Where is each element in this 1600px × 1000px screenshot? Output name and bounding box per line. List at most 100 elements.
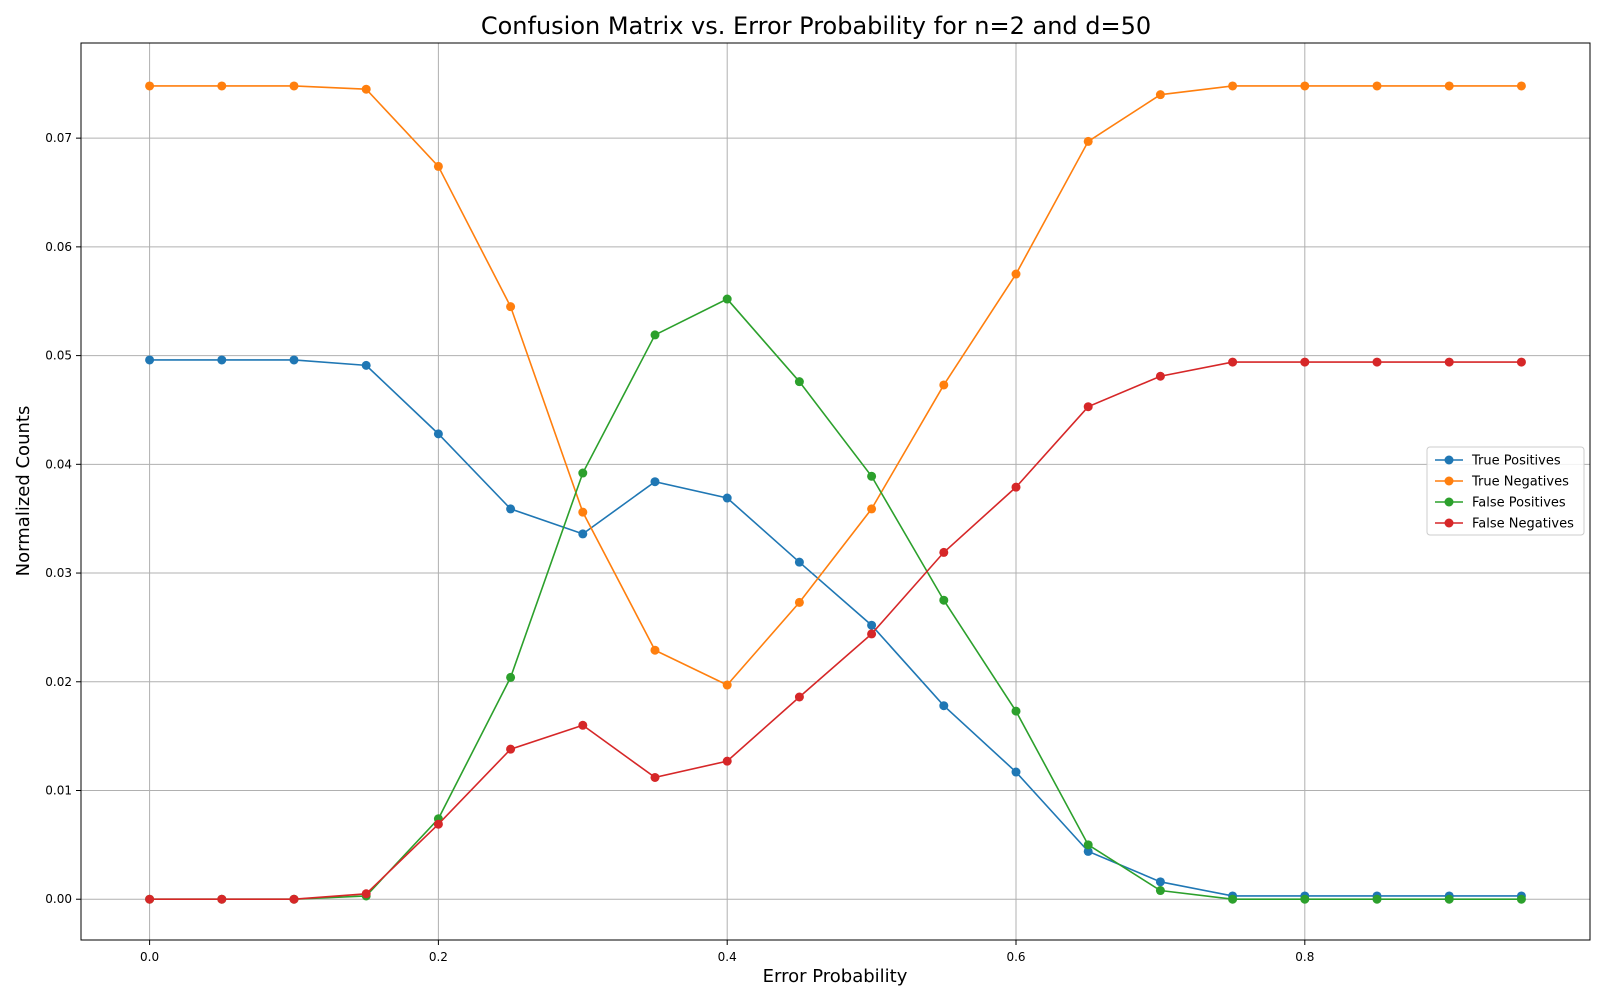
data-point-true-negatives [361,84,371,94]
data-point-true-positives [578,529,588,539]
data-point-true-positives [506,504,516,514]
legend-label: False Negatives [1472,517,1574,532]
legend-item-false-positives: False Positives [1435,496,1566,511]
plot-area [80,42,1591,941]
data-point-true-positives [1155,877,1165,887]
legend-swatch-marker [1444,455,1454,465]
data-point-false-positives [1300,894,1310,904]
data-point-true-negatives [506,302,516,312]
data-point-false-negatives [1444,357,1454,367]
data-point-false-positives [1011,706,1021,716]
data-point-true-negatives [1228,81,1238,91]
legend: True Positives True Negatives False Positi… [1426,446,1585,536]
data-point-false-negatives [1083,402,1093,412]
y-tick-label: 0.06 [45,240,72,254]
legend-label: False Positives [1472,496,1566,511]
series-false-negatives [145,357,1526,904]
y-tick-label: 0.05 [45,349,72,363]
data-point-true-negatives [145,81,155,91]
data-point-true-positives [722,493,732,503]
series-line-false-negatives [149,361,1522,901]
legend-item-true-positives: True Positives [1435,454,1561,469]
data-point-false-positives [1228,894,1238,904]
data-point-false-negatives [217,894,227,904]
data-point-true-negatives [1083,136,1093,146]
series-true-positives [145,355,1526,901]
data-point-false-negatives [939,547,949,557]
data-point-true-positives [1011,767,1021,777]
data-point-false-negatives [361,889,371,899]
data-point-false-positives [1516,894,1526,904]
data-point-true-negatives [1155,90,1165,100]
data-point-true-positives [145,355,155,365]
data-point-false-positives [1444,894,1454,904]
y-tick-label: 0.03 [45,566,72,580]
legend-item-true-negatives: True Negatives [1435,475,1569,490]
legend-box [1426,446,1585,536]
legend-item-false-negatives: False Negatives [1435,517,1574,532]
x-tick-label: 0.6 [1006,950,1025,964]
legend-swatch-marker [1444,476,1454,486]
x-tick-label: 0.8 [1295,950,1314,964]
data-point-true-positives [433,429,443,439]
data-point-false-positives [1155,886,1165,896]
data-point-true-negatives [1444,81,1454,91]
data-point-false-negatives [1516,357,1526,367]
data-point-true-positives [650,477,660,487]
data-point-true-negatives [433,161,443,171]
data-point-false-positives [1083,840,1093,850]
data-point-true-positives [1083,846,1093,856]
data-point-false-negatives [1011,482,1021,492]
series-line-true-negatives [149,85,1522,687]
series-line-false-positives [149,298,1522,901]
data-point-false-negatives [289,894,299,904]
data-point-false-positives [506,672,516,682]
data-point-false-negatives [867,629,877,639]
data-point-true-negatives [1372,81,1382,91]
series-layer [145,81,1526,904]
series-true-negatives [145,81,1526,690]
chart-title: Confusion Matrix vs. Error Probability f… [481,12,1151,40]
y-tick-label: 0.01 [45,784,72,798]
data-point-false-negatives [1155,371,1165,381]
data-point-false-positives [867,471,877,481]
data-point-false-negatives [794,692,804,702]
data-point-true-positives [217,355,227,365]
grid-lines [81,43,1590,940]
data-point-false-negatives [578,720,588,730]
data-point-false-negatives [1228,357,1238,367]
x-tick-label: 0.2 [429,950,448,964]
data-point-false-positives [794,377,804,387]
x-axis: 0.0 0.2 0.4 0.6 0.8 [140,940,1314,964]
series-false-positives [145,294,1526,904]
data-point-false-positives [1372,894,1382,904]
y-tick-label: 0.07 [45,131,72,145]
data-point-true-negatives [1011,269,1021,279]
legend-swatch-marker [1444,518,1454,528]
data-point-false-negatives [1372,357,1382,367]
data-point-true-negatives [722,680,732,690]
legend-swatch-marker [1444,497,1454,507]
data-point-true-negatives [217,81,227,91]
legend-label: True Negatives [1471,475,1569,490]
data-point-true-positives [361,360,371,370]
data-point-false-negatives [650,772,660,782]
x-tick-label: 0.0 [140,950,159,964]
y-tick-label: 0.00 [45,892,72,906]
data-point-true-negatives [794,597,804,607]
data-point-true-negatives [289,81,299,91]
y-tick-label: 0.04 [45,457,72,471]
data-point-true-positives [289,355,299,365]
data-point-true-negatives [1300,81,1310,91]
data-point-false-positives [650,330,660,340]
x-tick-label: 0.4 [718,950,737,964]
data-point-true-negatives [867,504,877,514]
x-axis-label: Error Probability [763,966,908,987]
data-point-true-negatives [939,380,949,390]
data-point-true-positives [867,620,877,630]
data-point-false-negatives [1300,357,1310,367]
data-point-false-negatives [722,756,732,766]
data-point-true-negatives [578,507,588,517]
